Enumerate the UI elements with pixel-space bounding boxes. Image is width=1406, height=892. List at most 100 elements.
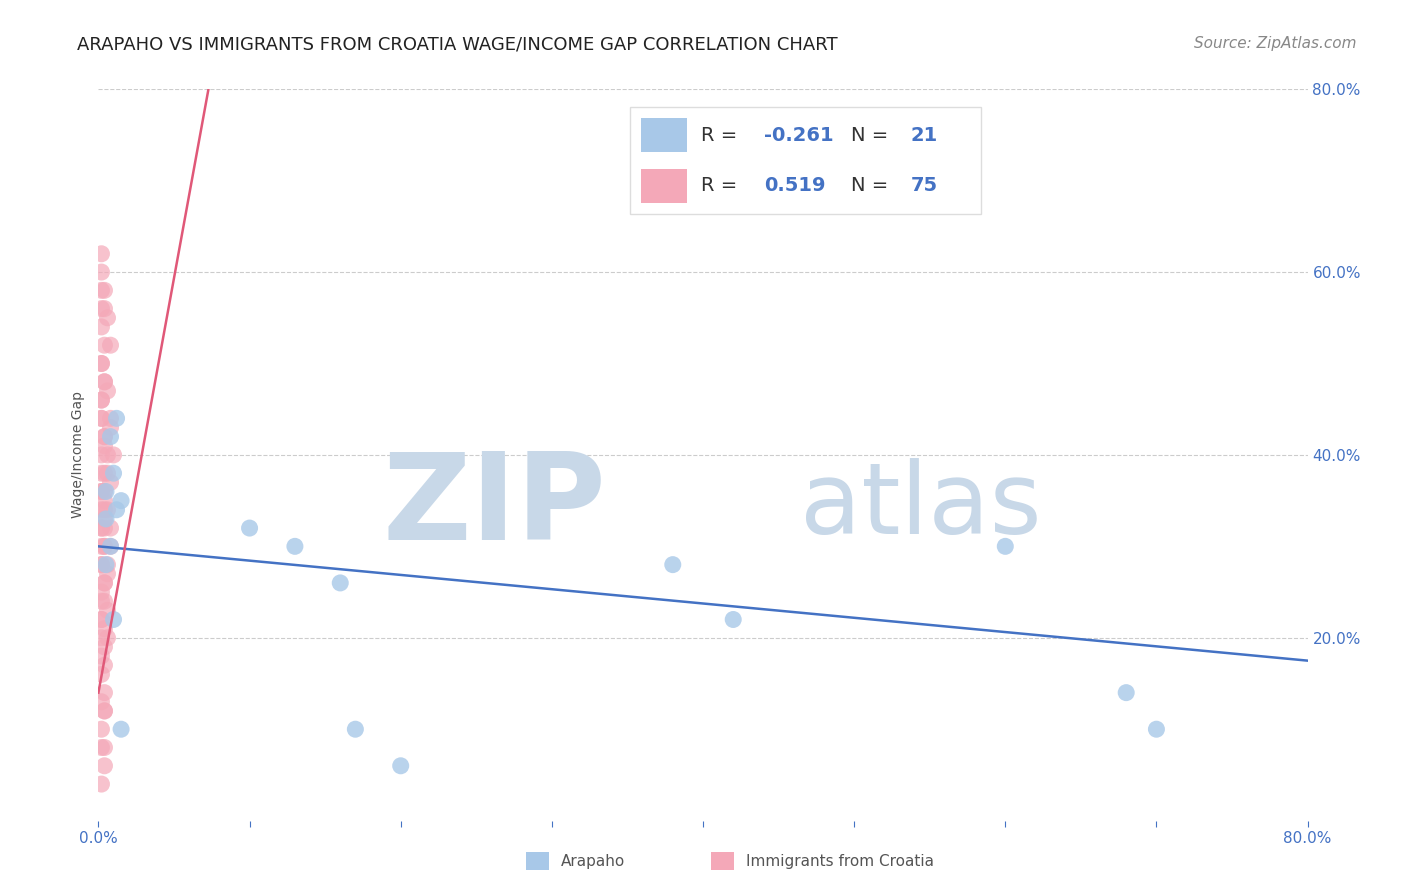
Point — [93, 740, 115, 755]
Point — [90, 649, 112, 664]
Point — [723, 613, 745, 627]
Point — [90, 301, 112, 316]
Point — [90, 284, 112, 298]
Point — [93, 338, 115, 352]
Point — [90, 265, 112, 279]
Point — [93, 466, 115, 480]
Point — [96, 310, 118, 325]
Point — [329, 576, 352, 591]
Point — [93, 622, 115, 636]
Point — [93, 704, 115, 718]
Point — [93, 439, 115, 453]
Point — [100, 521, 122, 535]
Point — [90, 246, 112, 260]
Point — [93, 512, 115, 526]
Point — [100, 430, 122, 444]
Text: Arapaho: Arapaho — [561, 854, 626, 869]
Point — [96, 631, 118, 645]
Point — [100, 411, 122, 425]
Point — [90, 631, 112, 645]
Point — [96, 603, 118, 617]
Point — [93, 493, 115, 508]
Point — [103, 448, 125, 462]
Text: ZIP: ZIP — [382, 448, 606, 565]
Point — [93, 484, 115, 499]
Point — [94, 484, 117, 499]
Point — [389, 758, 412, 772]
Point — [93, 658, 115, 673]
Point — [90, 740, 112, 755]
Point — [90, 521, 112, 535]
Point — [96, 558, 118, 572]
Point — [90, 484, 112, 499]
Point — [90, 411, 112, 425]
FancyBboxPatch shape — [711, 853, 734, 871]
FancyBboxPatch shape — [526, 853, 550, 871]
Point — [93, 640, 115, 654]
Point — [94, 512, 117, 526]
Point — [90, 695, 112, 709]
Point — [90, 448, 112, 462]
Point — [90, 613, 112, 627]
Point — [90, 356, 112, 371]
Text: ARAPAHO VS IMMIGRANTS FROM CROATIA WAGE/INCOME GAP CORRELATION CHART: ARAPAHO VS IMMIGRANTS FROM CROATIA WAGE/… — [77, 36, 838, 54]
Point — [110, 493, 132, 508]
Point — [661, 558, 683, 572]
Point — [90, 558, 112, 572]
Point — [105, 503, 128, 517]
Point — [344, 723, 367, 737]
Point — [90, 539, 112, 553]
Point — [994, 539, 1017, 553]
Point — [93, 539, 115, 553]
Point — [93, 594, 115, 608]
Point — [239, 521, 262, 535]
Point — [100, 338, 122, 352]
Point — [90, 558, 112, 572]
Point — [100, 420, 122, 434]
Point — [100, 475, 122, 490]
Point — [103, 613, 125, 627]
Point — [93, 576, 115, 591]
Point — [93, 539, 115, 553]
Point — [90, 521, 112, 535]
Text: Source: ZipAtlas.com: Source: ZipAtlas.com — [1194, 36, 1357, 51]
Point — [90, 392, 112, 407]
Point — [100, 539, 122, 553]
Point — [94, 558, 117, 572]
Point — [93, 375, 115, 389]
Point — [90, 356, 112, 371]
Point — [93, 430, 115, 444]
Point — [90, 777, 112, 791]
Point — [96, 503, 118, 517]
Point — [90, 319, 112, 334]
Point — [90, 466, 112, 480]
Point — [110, 723, 132, 737]
Point — [90, 585, 112, 599]
Point — [90, 503, 112, 517]
Point — [90, 411, 112, 425]
Point — [90, 667, 112, 681]
Point — [93, 284, 115, 298]
Point — [1144, 723, 1167, 737]
Point — [93, 686, 115, 700]
Point — [90, 392, 112, 407]
Point — [96, 384, 118, 398]
Point — [90, 723, 112, 737]
Point — [103, 466, 125, 480]
Point — [93, 375, 115, 389]
Point — [105, 411, 128, 425]
Text: atlas: atlas — [800, 458, 1042, 555]
Y-axis label: Wage/Income Gap: Wage/Income Gap — [72, 392, 86, 518]
Point — [93, 301, 115, 316]
Point — [93, 758, 115, 772]
Point — [100, 539, 122, 553]
Point — [93, 430, 115, 444]
Point — [284, 539, 307, 553]
Point — [90, 594, 112, 608]
Point — [90, 613, 112, 627]
Text: Immigrants from Croatia: Immigrants from Croatia — [747, 854, 935, 869]
Point — [93, 503, 115, 517]
Point — [1115, 686, 1137, 700]
Point — [90, 484, 112, 499]
Point — [93, 704, 115, 718]
